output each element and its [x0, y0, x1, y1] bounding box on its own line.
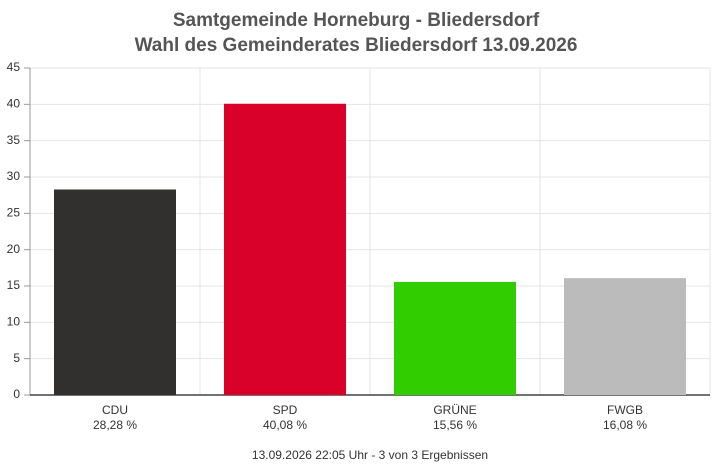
y-tick-label: 35 [7, 133, 21, 147]
bar [564, 278, 686, 395]
y-tick-label: 40 [7, 97, 21, 111]
y-tick-label: 30 [7, 169, 21, 183]
bar [394, 281, 516, 395]
y-tick-label: 45 [7, 60, 21, 74]
y-tick-label: 15 [7, 278, 21, 292]
y-tick-label: 20 [7, 242, 21, 256]
y-tick-label: 10 [7, 315, 21, 329]
y-tick-label: 5 [13, 351, 20, 365]
x-tick-label: GRÜNE [433, 403, 476, 417]
value-label: 28,28 % [93, 418, 137, 432]
chart-subtitle: Wahl des Gemeinderates Bliedersdorf 13.0… [135, 35, 578, 56]
y-tick-label: 25 [7, 206, 21, 220]
value-label: 15,56 % [433, 418, 477, 432]
x-tick-label: CDU [102, 403, 128, 417]
footer-note: 13.09.2026 22:05 Uhr - 3 von 3 Ergebniss… [252, 448, 488, 462]
bar [224, 103, 346, 395]
x-tick-label: SPD [273, 403, 298, 417]
value-label: 16,08 % [603, 418, 647, 432]
x-tick-label: FWGB [607, 403, 643, 417]
y-tick-label: 0 [13, 387, 20, 401]
chart-title: Samtgemeinde Horneburg - Bliedersdorf [173, 10, 540, 31]
bar [54, 189, 176, 395]
value-label: 40,08 % [263, 418, 307, 432]
